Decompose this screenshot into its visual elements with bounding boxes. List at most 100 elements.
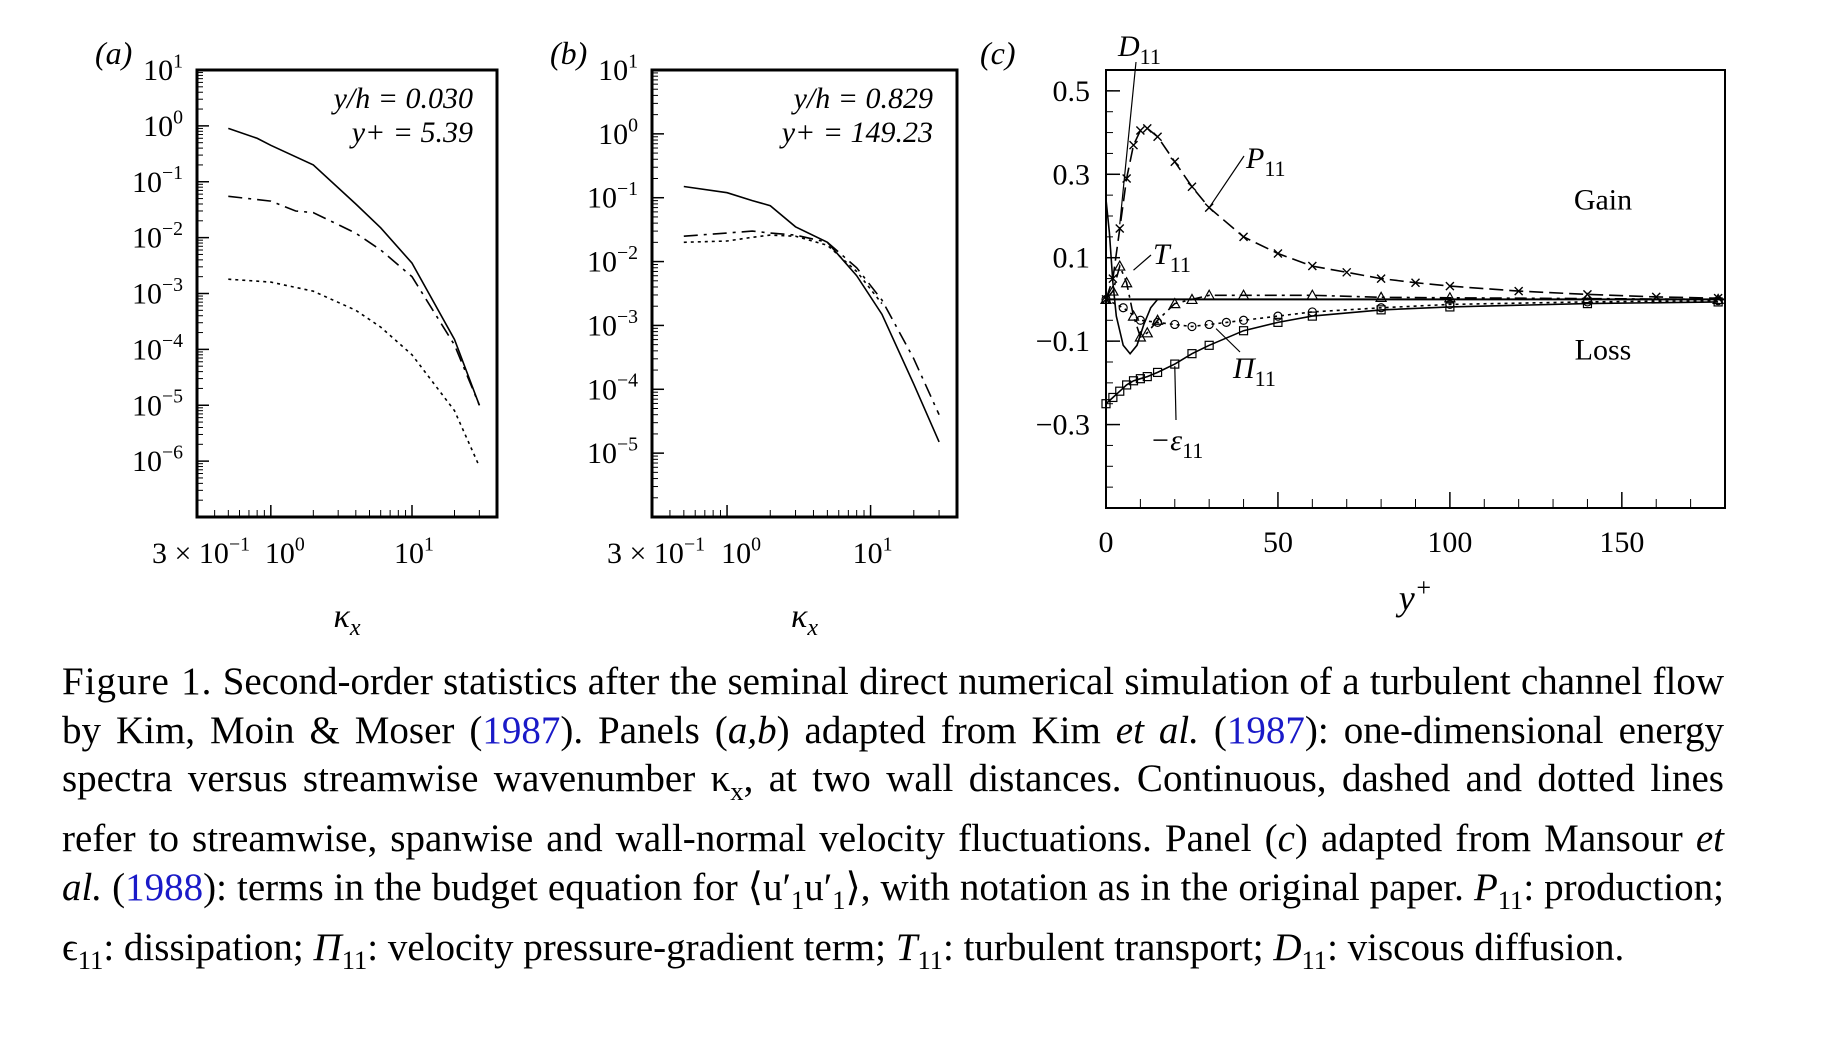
- x-tick-label: 3 × 10−1: [607, 533, 705, 570]
- data-point-square: [1273, 317, 1283, 327]
- data-point-square: [1135, 374, 1145, 384]
- leader-T11: [1133, 254, 1152, 271]
- data-point-triangle: [1106, 284, 1119, 296]
- data-point-cross: [1153, 132, 1163, 142]
- leader-epsilon11: [1174, 366, 1177, 421]
- series-line: [1105, 127, 1719, 300]
- x-axis-label: κx: [334, 598, 361, 641]
- data-point-square: [1187, 349, 1197, 359]
- y-tick-label: 10−2: [587, 242, 638, 279]
- series-line-dotted: [228, 278, 481, 467]
- y-tick-label: 0.3: [1053, 158, 1091, 191]
- y-tick-label: 10−3: [132, 274, 183, 311]
- gain-label: Gain: [1574, 183, 1632, 216]
- y-tick-label: 10−5: [587, 434, 638, 471]
- caption-figure-label: Figure 1.: [62, 660, 213, 703]
- plot-frame-b: [650, 68, 959, 519]
- data-point-triangle: [1185, 293, 1198, 305]
- annotation-yplus: y+ = 149.23: [779, 116, 933, 149]
- panel-b: 101 100 10−1 10−2 10−3 10−4 10−5 3 × 10−1 100 101…: [550, 35, 959, 641]
- x-axis-label: y+: [1396, 573, 1433, 618]
- annotation-yplus: y+ = 5.39: [349, 116, 473, 149]
- y-tick-label: 10−4: [587, 370, 638, 407]
- data-point-triangle: [1151, 314, 1164, 325]
- x-tick-label: 101: [394, 533, 434, 570]
- data-point-square: [1101, 399, 1111, 409]
- data-point-triangle: [1141, 326, 1154, 338]
- panel-label-c: (c): [980, 35, 1016, 71]
- data-point-triangle: [1168, 297, 1181, 309]
- data-point-cross: [1273, 249, 1283, 259]
- leader-P11: [1208, 155, 1245, 208]
- label-P11: P11: [1245, 142, 1286, 181]
- x-tick-label: 3 × 10−1: [152, 533, 250, 570]
- data-point-triangle: [1127, 309, 1140, 321]
- data-point-cross: [1129, 140, 1139, 150]
- y-tick-label: 10−3: [587, 306, 638, 343]
- data-point-circle: [1152, 317, 1163, 327]
- data-point-square: [1108, 392, 1118, 403]
- series-line-solid: [683, 185, 940, 443]
- x-tick-label: 100: [721, 533, 761, 570]
- leader-D11: [1119, 61, 1137, 225]
- data-point-triangle: [1443, 291, 1456, 303]
- y-tick-label: 100: [598, 114, 638, 151]
- data-point-square: [1445, 302, 1455, 312]
- data-point-cross: [1376, 274, 1386, 284]
- data-point-triangle: [1120, 276, 1133, 288]
- x-tick-label: 101: [853, 533, 893, 570]
- figure-1: 101 100 10−1 10−2 10−3 10−4 10−5 10−6 3 × 10−1 10…: [95, 30, 1726, 641]
- y-tick-label: 10−4: [132, 330, 183, 367]
- loss-label: Loss: [1575, 333, 1632, 366]
- citation-mansour-1988[interactable]: 1988: [125, 865, 204, 909]
- y-tick-label: 10−6: [132, 442, 183, 479]
- panel-c: 0.5 0.3 0.1 −0.1 −0.3 0 50 100 150 y+ (c) Gain Loss D…: [980, 30, 1726, 618]
- y-tick-label: 10−1: [587, 178, 638, 215]
- y-tick-label: 10−2: [132, 218, 183, 255]
- citation-kim-1987[interactable]: 1987: [482, 708, 561, 752]
- data-point-circle: [1135, 315, 1145, 325]
- data-point-square: [1115, 386, 1125, 396]
- data-point-circle: [1118, 303, 1128, 313]
- series-solid-square: [1101, 297, 1723, 409]
- data-point-circle: [1238, 315, 1249, 325]
- annotation-yh: y/h = 0.030: [331, 82, 473, 115]
- data-point-triangle: [1375, 291, 1388, 302]
- data-point-circle: [1101, 294, 1111, 305]
- data-point-cross: [1115, 224, 1125, 234]
- y-tick-label: 101: [143, 50, 183, 87]
- data-point-cross: [1239, 232, 1249, 242]
- data-point-triangle: [1113, 259, 1126, 271]
- data-point-cross: [1170, 157, 1180, 167]
- data-point-square: [1238, 326, 1249, 336]
- label-D11: D11: [1117, 30, 1161, 69]
- data-point-cross: [1307, 261, 1317, 271]
- y-tick-label: 0.5: [1053, 75, 1091, 108]
- citation-kim-1987-second[interactable]: 1987: [1226, 708, 1305, 752]
- data-point-circle: [1273, 311, 1283, 321]
- data-point-circle: [1187, 321, 1197, 332]
- data-point-cross: [1445, 281, 1455, 291]
- series-line: [1105, 301, 1719, 405]
- data-point-triangle: [1712, 293, 1725, 305]
- x-tick-label: 150: [1599, 526, 1644, 559]
- x-tick-label: 50: [1263, 526, 1293, 559]
- series-line-solid: [228, 127, 481, 406]
- label-Pi11: Π11: [1232, 352, 1276, 391]
- series-line: [1105, 263, 1719, 339]
- y-tick-label: −0.1: [1036, 325, 1090, 358]
- series-line-dashed: [683, 230, 940, 416]
- label-T11: T11: [1153, 238, 1191, 277]
- data-point-square: [1713, 297, 1723, 307]
- data-point-triangle: [1306, 289, 1319, 300]
- figure-caption: Figure 1. Second-order statistics after …: [62, 660, 1725, 975]
- data-point-circle: [1221, 317, 1231, 327]
- data-point-triangle: [1203, 289, 1216, 300]
- data-point-circle: [1170, 319, 1180, 330]
- panel-label-b: (b): [550, 35, 587, 71]
- y-tick-label: 10−5: [132, 386, 183, 423]
- data-point-square: [1152, 367, 1163, 378]
- data-point-cross: [1411, 278, 1420, 288]
- leader-Pi11: [1215, 328, 1241, 353]
- data-point-square: [1142, 372, 1152, 382]
